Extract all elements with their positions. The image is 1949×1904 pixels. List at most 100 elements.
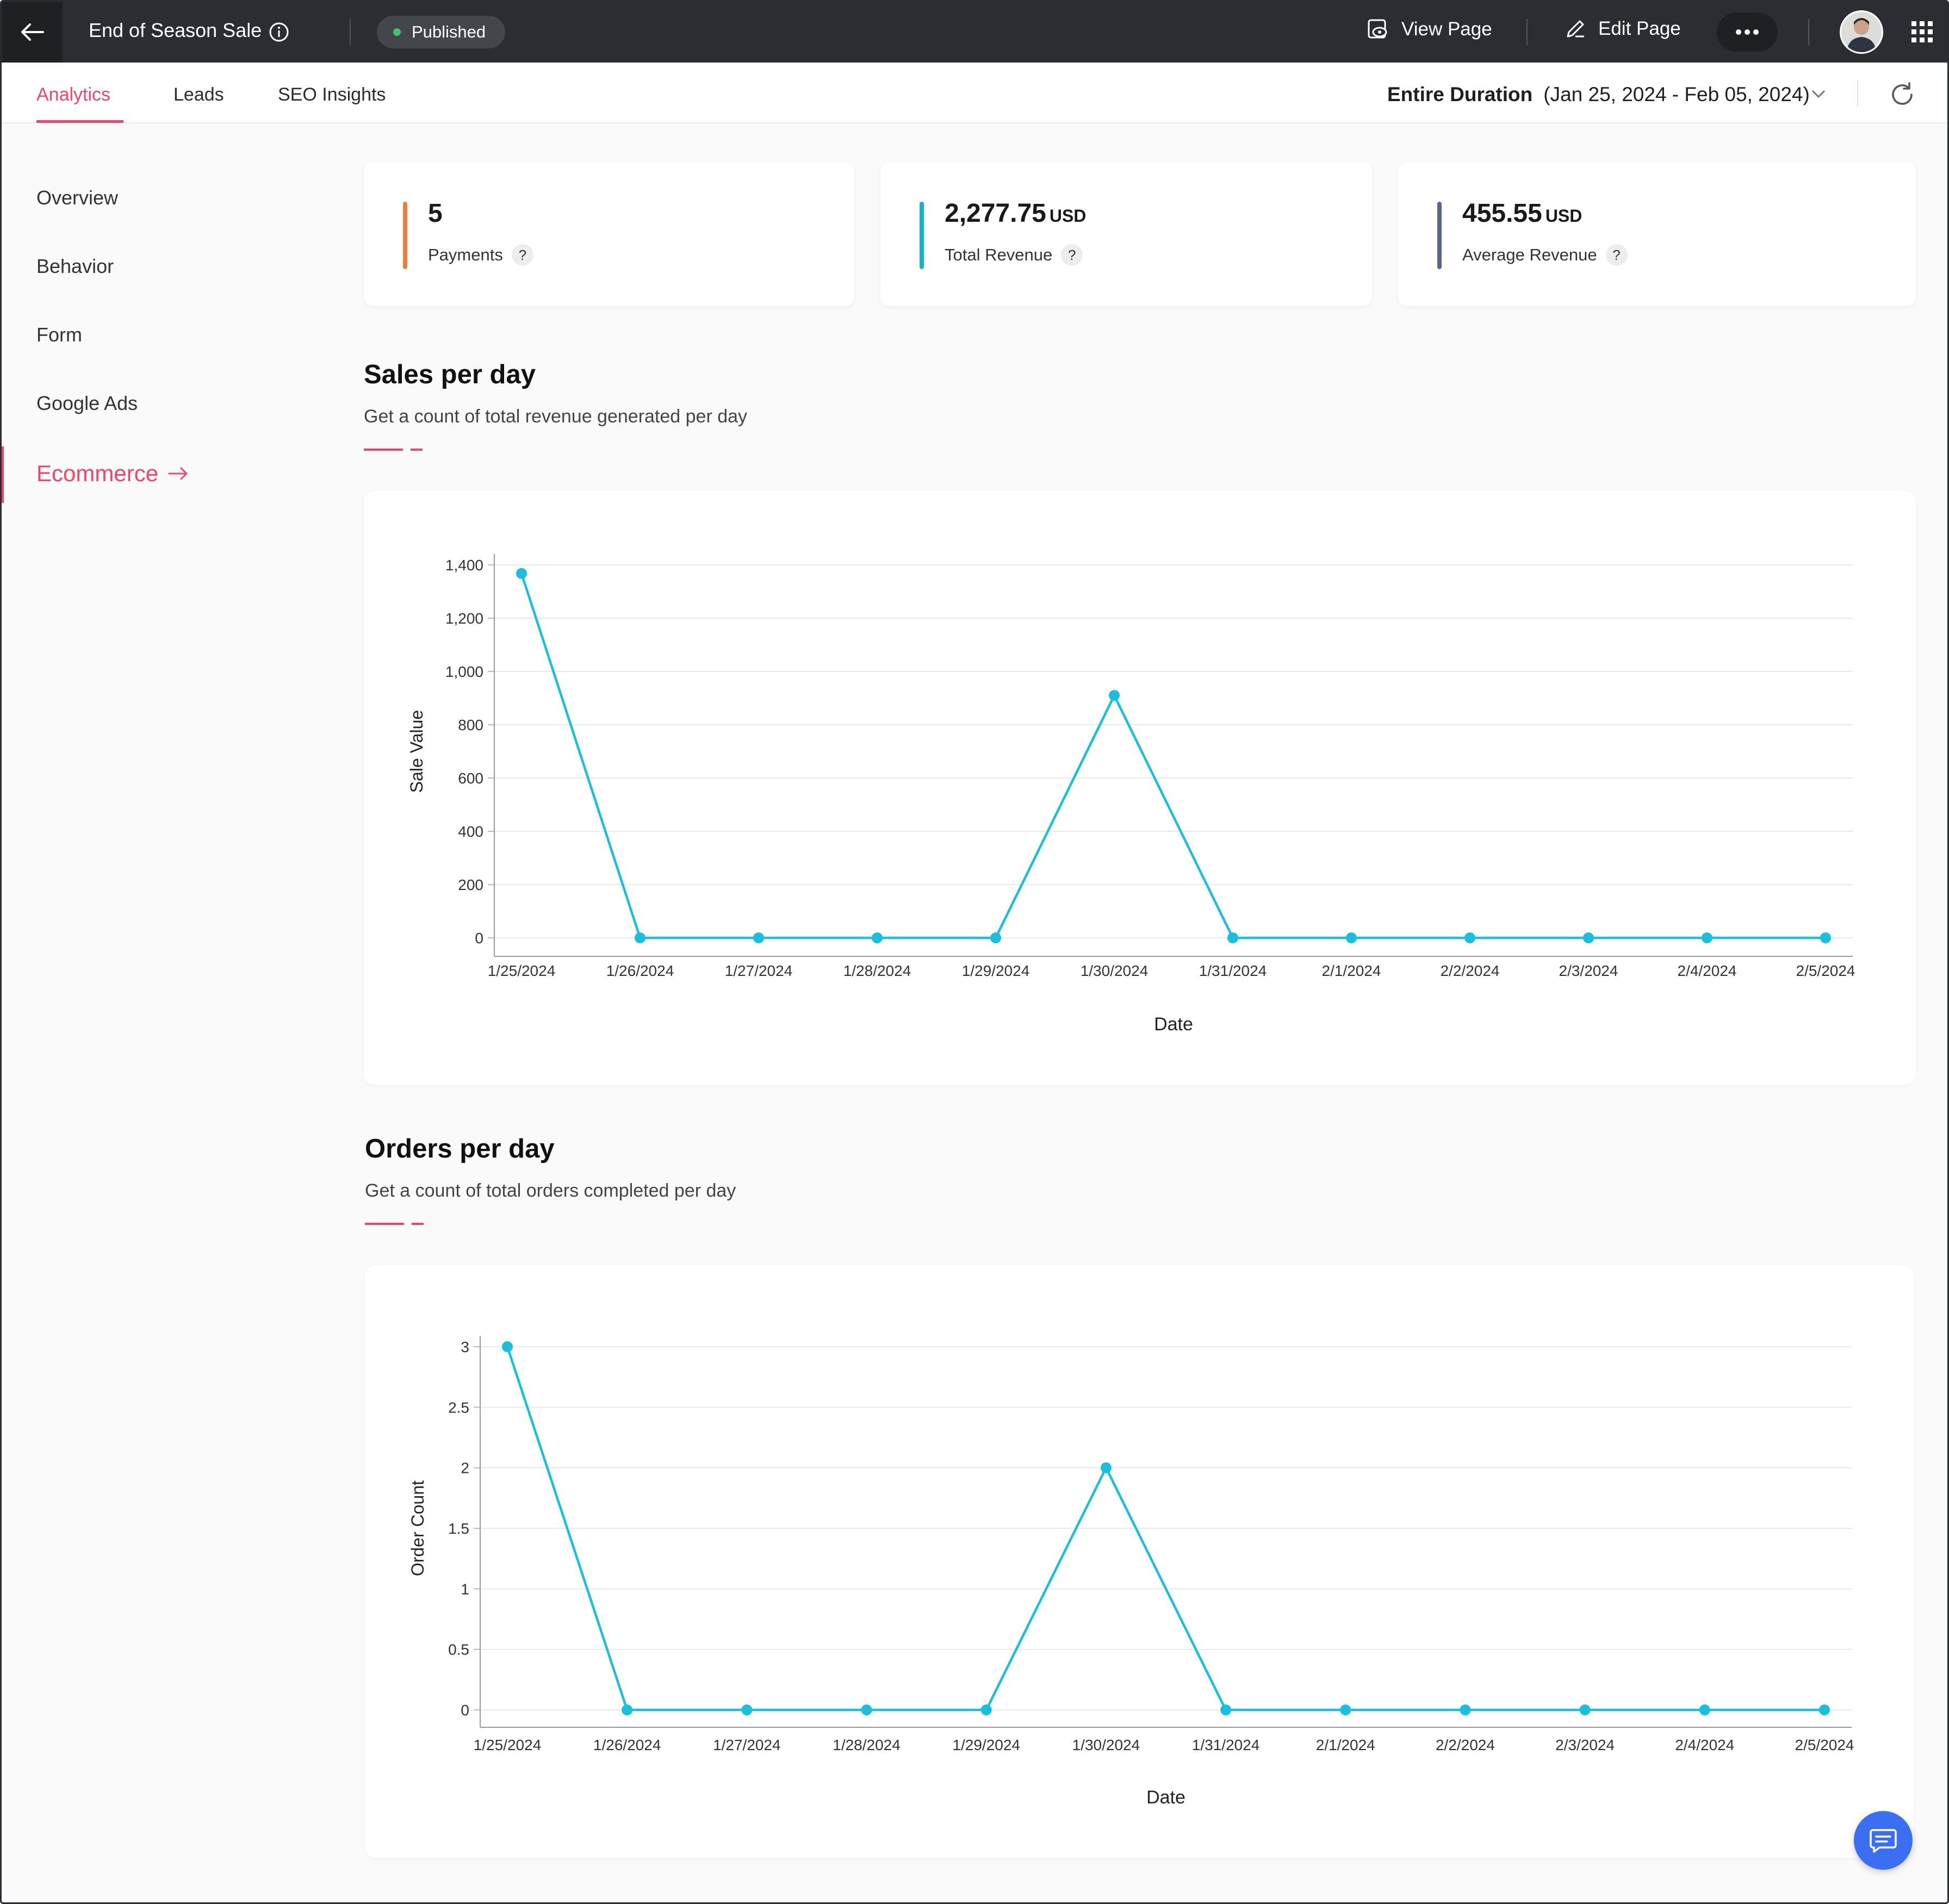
- data-point: [872, 932, 883, 943]
- data-point: [753, 932, 764, 943]
- back-button[interactable]: [2, 2, 63, 63]
- data-point: [516, 568, 527, 579]
- x-tick-label: 1/30/2024: [1072, 1737, 1140, 1753]
- x-tick-label: 2/4/2024: [1675, 1737, 1734, 1753]
- y-tick-label: 1,400: [445, 557, 483, 574]
- x-tick-label: 1/27/2024: [713, 1737, 781, 1753]
- divider: [350, 19, 351, 45]
- y-tick-label: 400: [458, 823, 483, 840]
- stat-accent-bar: [1437, 202, 1442, 269]
- stat-value: 2,277.75 USD: [945, 199, 1087, 228]
- y-axis-label: Sale Value: [407, 710, 426, 793]
- data-point: [1820, 932, 1831, 943]
- section-divider: [411, 449, 423, 451]
- data-point: [990, 932, 1001, 943]
- data-point: [1583, 932, 1594, 943]
- orders-line-chart: 0 0.5 1 1.5 2 2.5 3 1/25/2024 1/26/2024 1/27/2024…: [408, 1336, 1854, 1808]
- stat-label: Total Revenue?: [945, 244, 1083, 266]
- sidebar-item-label: Ecommerce: [36, 461, 159, 486]
- sidebar-item-ecommerce[interactable]: Ecommerce: [36, 461, 190, 487]
- more-horizontal-icon: [1736, 29, 1759, 35]
- tab-seo-insights[interactable]: SEO Insights: [278, 84, 386, 105]
- tab-analytics[interactable]: Analytics: [36, 84, 111, 105]
- refresh-icon[interactable]: [1889, 81, 1916, 108]
- data-point: [622, 1704, 633, 1715]
- x-tick-label: 2/1/2024: [1316, 1737, 1375, 1753]
- y-tick-label: 800: [458, 717, 483, 733]
- sidebar-item-overview[interactable]: Overview: [36, 186, 119, 209]
- data-point: [1227, 932, 1238, 943]
- x-tick-label: 2/4/2024: [1678, 962, 1737, 979]
- x-tick-label: 1/31/2024: [1199, 962, 1267, 979]
- help-icon[interactable]: ?: [1605, 244, 1628, 266]
- duration-range: (Jan 25, 2024 - Feb 05, 2024): [1543, 83, 1810, 105]
- arrow-left-icon: [21, 23, 44, 41]
- stat-value: 455.55 USD: [1462, 199, 1582, 228]
- section-divider: [364, 449, 403, 451]
- info-icon[interactable]: [268, 21, 290, 43]
- y-tick-label: 200: [458, 876, 483, 893]
- data-point: [1464, 932, 1475, 943]
- data-point: [1109, 690, 1120, 701]
- view-page-label: View Page: [1401, 18, 1492, 40]
- data-point: [1460, 1704, 1471, 1715]
- sidebar-item-google-ads[interactable]: Google Ads: [36, 392, 138, 414]
- x-tick-label: 2/5/2024: [1795, 1737, 1854, 1753]
- view-page-button[interactable]: View Page: [1367, 18, 1492, 41]
- section-subtitle: Get a count of total revenue generated p…: [364, 406, 748, 427]
- duration-label: Entire Duration: [1387, 83, 1533, 105]
- data-point: [1579, 1704, 1591, 1715]
- divider: [1808, 19, 1809, 45]
- x-tick-label: 1/29/2024: [962, 962, 1030, 979]
- y-tick-label: 2: [461, 1460, 469, 1477]
- section-title: Sales per day: [364, 360, 536, 389]
- pencil-icon: [1567, 20, 1584, 38]
- help-icon[interactable]: ?: [1061, 244, 1083, 266]
- section-title: Orders per day: [365, 1134, 555, 1163]
- apps-grid-icon[interactable]: [1910, 20, 1934, 44]
- chevron-down-icon[interactable]: [1810, 89, 1827, 99]
- series-line: [506, 1346, 1824, 1712]
- more-options-button[interactable]: [1717, 13, 1778, 52]
- stat-card-total-revenue: 2,277.75 USD Total Revenue?: [880, 163, 1372, 306]
- stat-card-average-revenue: 455.55 USD Average Revenue?: [1398, 163, 1916, 306]
- tab-leads[interactable]: Leads: [173, 84, 224, 105]
- x-tick-label: 1/25/2024: [488, 962, 556, 979]
- tab-bar: Analytics Leads SEO Insights Entire Dura…: [2, 63, 1947, 123]
- section-divider: [412, 1223, 424, 1225]
- avatar[interactable]: [1840, 10, 1883, 54]
- y-tick-label: 2.5: [448, 1399, 469, 1416]
- y-tick-label: 0: [475, 930, 483, 947]
- chat-icon: [1870, 1829, 1897, 1853]
- x-tick-label: 2/1/2024: [1322, 962, 1381, 979]
- status-badge: Published: [377, 16, 505, 48]
- status-dot: [393, 28, 401, 36]
- x-tick-label: 1/25/2024: [474, 1737, 542, 1753]
- x-tick-label: 2/5/2024: [1796, 962, 1855, 979]
- x-tick-label: 2/2/2024: [1441, 962, 1500, 979]
- y-tick-label: 1,000: [445, 663, 483, 680]
- data-point: [1819, 1704, 1830, 1715]
- top-bar: End of Season Sale Published View Page: [2, 2, 1947, 63]
- chat-button[interactable]: [1854, 1811, 1913, 1870]
- stat-card-payments: 5 Payments?: [364, 163, 854, 306]
- y-tick-label: 1,200: [445, 610, 483, 627]
- data-point: [1699, 1704, 1710, 1715]
- y-tick-label: 0.5: [448, 1641, 469, 1658]
- series-line: [520, 573, 1826, 939]
- data-point: [1340, 1704, 1351, 1715]
- sales-line-chart: 0 200 400 600 800 1,000 1,200 1,400 1/25/2024 1/2…: [407, 554, 1855, 1035]
- x-tick-label: 1/27/2024: [725, 962, 793, 979]
- edit-page-label: Edit Page: [1598, 18, 1681, 39]
- data-point: [741, 1704, 753, 1715]
- stat-accent-bar: [403, 202, 407, 269]
- help-icon[interactable]: ?: [511, 244, 533, 266]
- edit-page-button[interactable]: Edit Page: [1565, 18, 1681, 40]
- sidebar-item-form[interactable]: Form: [36, 323, 82, 346]
- orders-chart-card: 0 0.5 1 1.5 2 2.5 3 1/25/2024 1/26/2024 1/27/2024…: [365, 1265, 1914, 1858]
- x-tick-label: 1/26/2024: [593, 1737, 661, 1753]
- duration-selector[interactable]: Entire Duration (Jan 25, 2024 - Feb 05, 2…: [1387, 83, 1810, 106]
- sidebar-item-behavior[interactable]: Behavior: [36, 255, 114, 277]
- user-avatar-icon: [1841, 12, 1882, 52]
